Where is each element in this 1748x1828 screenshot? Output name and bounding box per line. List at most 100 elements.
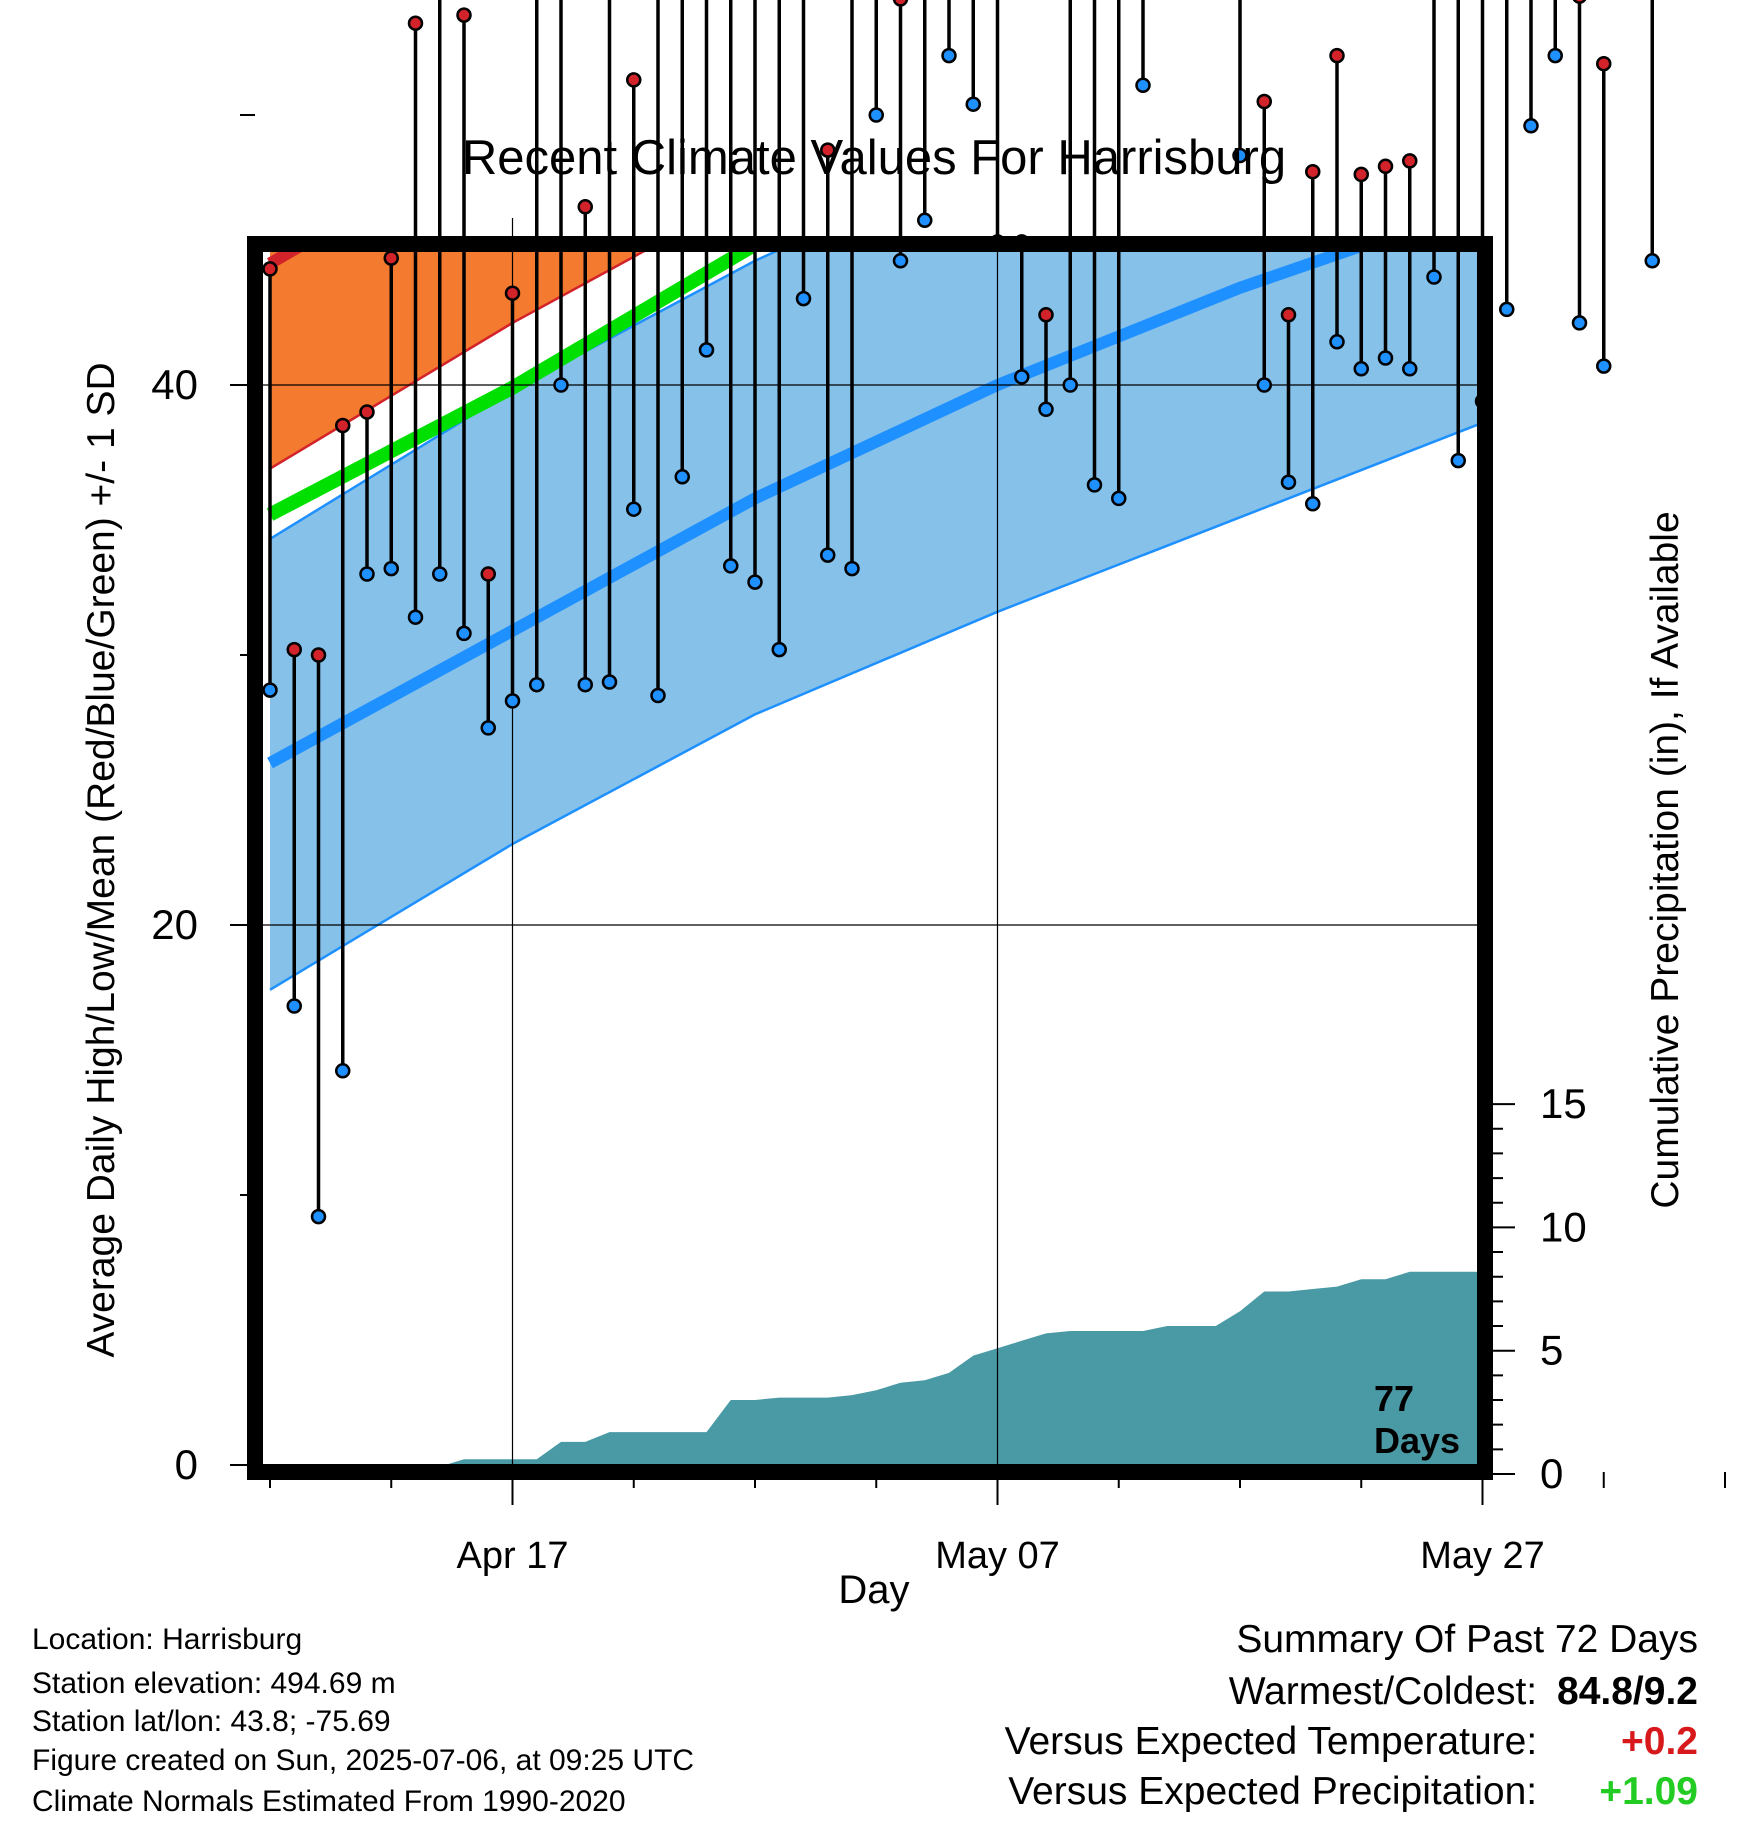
daily-high-point	[1305, 163, 1321, 180]
summary-temperature-value: +0.2	[1621, 1720, 1698, 1763]
x-tick-label: May 07	[935, 1535, 1060, 1577]
daily-low-point	[529, 676, 545, 693]
daily-high-point	[407, 15, 424, 31]
daily-low-point	[1353, 361, 1369, 377]
daily-low-point	[723, 558, 739, 574]
daily-high-point	[504, 285, 521, 301]
daily-high-point	[359, 404, 375, 420]
daily-low-point	[1523, 118, 1539, 134]
y2-tick-label: 0	[1540, 1450, 1563, 1497]
summary-precipitation-label: Versus Expected Precipitation:	[1008, 1770, 1538, 1813]
daily-low-point	[844, 560, 860, 577]
daily-high-point	[1572, 0, 1587, 4]
daily-high-point	[820, 142, 836, 158]
summary-warmest-label: Warmest/Coldest:	[1228, 1670, 1538, 1713]
daily-low-point	[965, 96, 981, 112]
high-sd-band	[270, 244, 658, 469]
daily-high-point	[310, 647, 327, 663]
meta-created: Figure created on Sun, 2025-07-06, at 09…	[32, 1744, 695, 1777]
y2-tick-label: 10	[1540, 1203, 1587, 1250]
daily-low-point	[456, 625, 472, 642]
summary-warmest-value: 84.8/9.2	[1557, 1670, 1698, 1713]
summary-row-temperature: Versus Expected Temperature: +0.2	[1005, 1720, 1698, 1764]
meta-latlon: Station lat/lon: 43.8; -75.69	[32, 1705, 391, 1738]
y2-tick-label: 15	[1540, 1080, 1587, 1127]
daily-low-point	[626, 501, 642, 517]
daily-low-point	[941, 47, 957, 64]
summary-temperature-label: Versus Expected Temperature:	[1004, 1720, 1538, 1763]
daily-high-point	[1353, 166, 1369, 183]
daily-low-point	[795, 290, 812, 307]
daily-low-point	[262, 682, 278, 698]
daily-low-point	[820, 547, 836, 563]
daily-low-point	[1426, 269, 1442, 285]
precipitation-area	[337, 1271, 1485, 1472]
today-days-label: 77 Days	[1374, 1378, 1460, 1462]
daily-low-point	[1499, 301, 1515, 318]
daily-high-point	[626, 72, 642, 88]
daily-low-point	[480, 720, 496, 736]
daily-low-point	[1256, 377, 1272, 393]
daily-low-point	[1280, 474, 1297, 490]
y2-axis-label: Cumulative Precipitation (in), If Availa…	[1644, 511, 1687, 1209]
mean-normal-line	[266, 244, 773, 521]
x-axis-label: Day	[838, 1568, 910, 1612]
daily-low-point	[1135, 77, 1151, 94]
y-axis-label: Average Daily High/Low/Mean (Red/Blue/Gr…	[80, 362, 123, 1358]
daily-low-point	[917, 212, 933, 229]
daily-low-point	[1571, 315, 1588, 331]
y2-tick-label: 5	[1540, 1327, 1563, 1374]
daily-low-point	[698, 342, 715, 358]
daily-low-point	[1644, 253, 1660, 269]
daily-low-point	[577, 676, 593, 693]
daily-low-point	[286, 998, 302, 1014]
today-days-word: Days	[1374, 1420, 1461, 1461]
daily-low-point	[310, 1208, 327, 1225]
daily-low-point	[1377, 350, 1394, 366]
daily-low-point	[1086, 477, 1103, 493]
summary-row-warmest: Warmest/Coldest: 84.8/9.2	[1229, 1670, 1698, 1714]
daily-low-point	[892, 253, 909, 269]
daily-high-point	[262, 261, 278, 277]
daily-low-point	[1038, 401, 1054, 418]
meta-location: Location: Harrisburg	[32, 1623, 303, 1656]
daily-high-point	[335, 417, 351, 434]
daily-low-point	[1305, 496, 1321, 512]
daily-high-point	[1256, 93, 1272, 110]
daily-low-point	[335, 1063, 351, 1079]
y-tick-label: 20	[151, 901, 198, 948]
daily-high-point	[1377, 158, 1394, 175]
daily-low-point	[553, 377, 569, 393]
daily-low-point	[1014, 369, 1030, 385]
daily-high-point	[1280, 307, 1297, 323]
daily-low-point	[747, 574, 763, 590]
daily-high-point	[577, 199, 593, 215]
meta-elevation: Station elevation: 494.69 m	[32, 1667, 396, 1700]
daily-low-point	[650, 687, 666, 704]
daily-low-point	[383, 560, 399, 577]
daily-low-point	[1232, 147, 1248, 164]
low-sd-band	[270, 244, 1485, 990]
daily-high-point	[286, 641, 302, 658]
daily-low-point	[1329, 334, 1345, 350]
daily-low-point	[432, 566, 448, 582]
low-normal-line	[267, 244, 1386, 769]
daily-low-point	[601, 674, 618, 690]
daily-low-point	[674, 469, 690, 485]
meta-normals: Climate Normals Estimated From 1990-2020	[32, 1785, 626, 1818]
daily-low-point	[1111, 490, 1127, 507]
daily-high-point	[1596, 55, 1612, 72]
today-days-number: 77	[1374, 1378, 1415, 1419]
summary-precipitation-value: +1.09	[1599, 1770, 1698, 1813]
daily-high-point	[1329, 47, 1345, 64]
plot-frame-group	[247, 236, 1493, 1480]
daily-low-point	[504, 693, 521, 709]
daily-high-point	[892, 0, 909, 7]
chart-title: Recent Climate Values For Harrisburg	[461, 131, 1287, 185]
daily-high-point	[480, 566, 496, 582]
y-tick-label: 0	[175, 1441, 198, 1488]
daily-low-point	[407, 609, 424, 625]
daily-high-point	[1038, 307, 1054, 323]
